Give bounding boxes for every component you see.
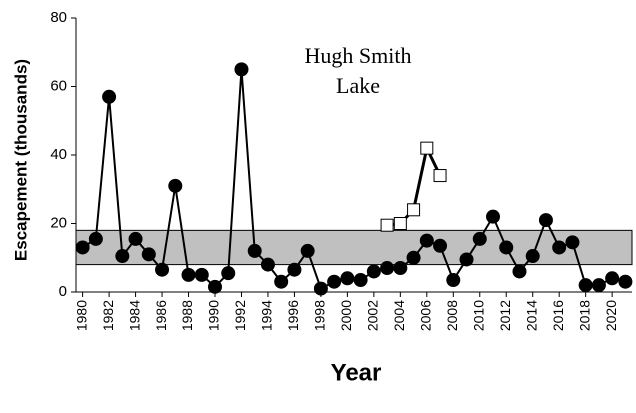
x-tick-label: 2006 <box>418 300 434 331</box>
circle-marker <box>208 279 222 294</box>
x-tick-label: 1992 <box>232 300 248 331</box>
circle-marker <box>486 209 500 224</box>
circle-marker <box>75 240 90 255</box>
circle-marker <box>128 231 143 246</box>
circle-marker <box>605 271 620 286</box>
x-tick-label: 2014 <box>523 300 539 331</box>
x-tick-label: 1998 <box>312 300 328 331</box>
circle-marker <box>115 249 130 264</box>
circle-marker <box>168 178 183 193</box>
circle-marker <box>287 262 302 277</box>
circle-marker <box>380 261 395 276</box>
circle-marker <box>274 274 289 289</box>
y-tick-label: 0 <box>59 283 67 300</box>
x-tick-label: 1980 <box>73 300 89 331</box>
circle-marker <box>578 278 593 293</box>
x-axis-label: Year <box>331 359 382 386</box>
circle-marker <box>340 271 355 286</box>
circle-marker <box>512 264 527 279</box>
circle-marker <box>234 62 249 77</box>
x-tick-label: 2016 <box>550 300 566 331</box>
circle-marker <box>565 235 580 250</box>
x-tick-label: 2000 <box>338 300 354 331</box>
circle-marker <box>366 264 381 279</box>
circle-marker <box>194 267 209 282</box>
circle-marker <box>300 243 315 258</box>
circle-marker <box>327 274 342 289</box>
circle-marker <box>525 249 540 264</box>
square-marker <box>393 217 407 230</box>
x-tick-label: 1996 <box>285 300 301 331</box>
circle-marker <box>102 89 117 104</box>
annotation: Lake <box>336 73 380 98</box>
goal-band <box>75 229 633 266</box>
x-tick-label: 2018 <box>576 300 592 331</box>
circle-marker <box>393 261 408 276</box>
circle-marker <box>155 262 170 277</box>
circle-marker <box>591 278 606 293</box>
x-tick-label: 1990 <box>206 300 222 331</box>
square-marker <box>433 169 447 183</box>
circle-marker <box>552 240 567 255</box>
y-tick-label: 20 <box>50 214 67 231</box>
circle-marker <box>618 274 633 289</box>
circle-marker <box>446 273 461 288</box>
circle-marker <box>313 281 328 296</box>
circle-marker <box>260 257 275 272</box>
y-tick-label: 80 <box>50 9 67 26</box>
circle-marker <box>141 247 156 262</box>
x-tick-label: 2020 <box>603 300 619 331</box>
circle-marker <box>88 231 103 246</box>
circle-marker <box>419 233 434 248</box>
x-tick-label: 1986 <box>153 300 169 331</box>
circle-marker <box>459 252 474 267</box>
square-marker <box>420 141 434 155</box>
y-axis-label: Escapement (thousands) <box>11 59 30 261</box>
circle-marker <box>538 213 553 228</box>
circle-marker <box>406 250 421 265</box>
x-tick-label: 1994 <box>259 300 275 331</box>
x-tick-label: 2002 <box>365 300 381 331</box>
x-tick-label: 1988 <box>179 300 195 331</box>
x-tick-label: 2012 <box>497 300 513 331</box>
x-tick-label: 2004 <box>391 300 407 331</box>
x-tick-label: 1984 <box>126 300 142 331</box>
circle-marker <box>433 238 448 253</box>
circle-marker <box>499 240 514 255</box>
x-tick-label: 2010 <box>470 300 486 331</box>
annotation: Hugh Smith <box>305 43 412 68</box>
x-tick-label: 2008 <box>444 300 460 331</box>
x-tick-label: 1982 <box>100 300 116 331</box>
circle-marker <box>221 266 236 281</box>
square-marker <box>380 218 394 232</box>
circle-marker <box>181 267 196 282</box>
y-tick-label: 60 <box>50 77 67 94</box>
y-tick-label: 40 <box>50 146 67 163</box>
circle-marker <box>247 243 262 258</box>
circle-marker <box>353 273 368 288</box>
square-marker <box>407 203 421 217</box>
circle-marker <box>472 231 487 246</box>
